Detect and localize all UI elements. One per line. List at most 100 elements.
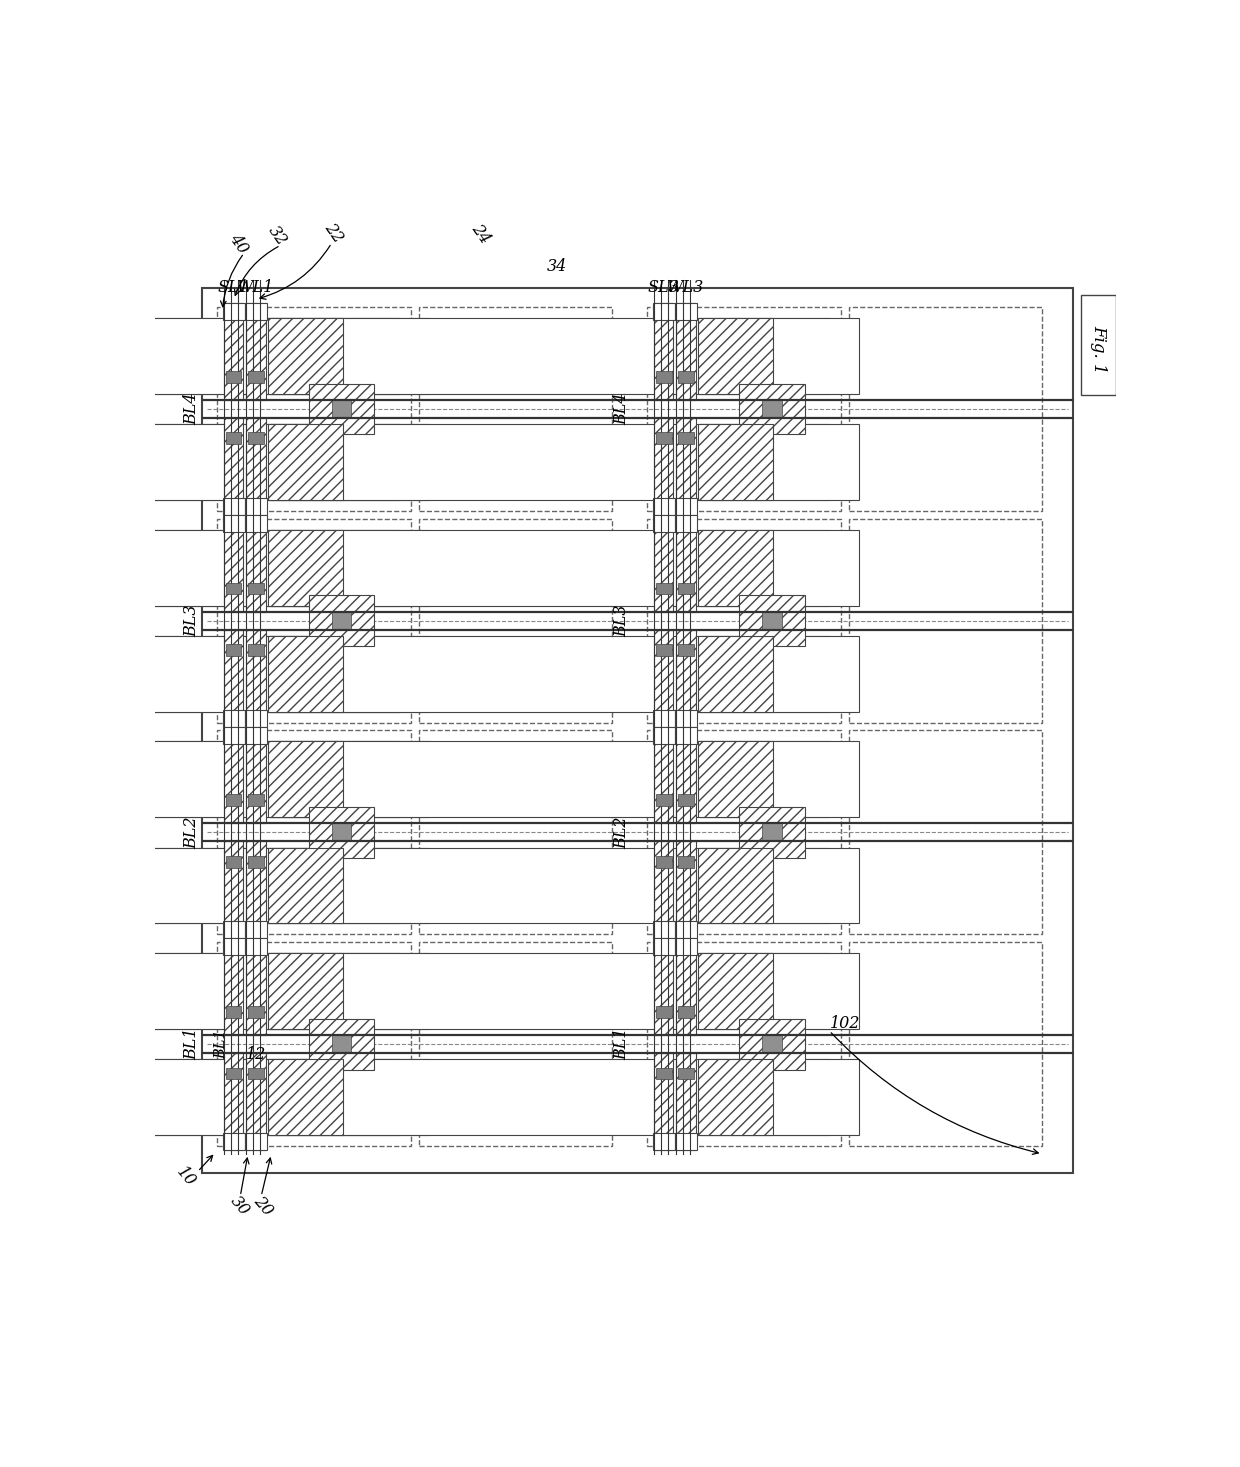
Bar [268, 1059, 343, 1135]
Bar [248, 857, 264, 867]
Text: 32: 32 [264, 223, 290, 249]
Bar [656, 433, 672, 445]
Bar [248, 644, 264, 656]
Bar [656, 1006, 672, 1018]
Bar [677, 1053, 696, 1150]
Bar [0, 424, 859, 500]
Bar [678, 371, 693, 383]
Bar [652, 497, 675, 515]
Bar [224, 939, 243, 1036]
Bar [270, 318, 399, 395]
Bar [309, 807, 374, 858]
Bar [248, 1006, 264, 1018]
Bar [248, 433, 264, 445]
Bar [701, 318, 830, 395]
Bar [244, 497, 267, 515]
Bar [739, 807, 805, 858]
Bar [675, 497, 697, 515]
Bar [268, 954, 343, 1030]
Bar [678, 582, 693, 594]
Bar [247, 842, 265, 939]
Bar [647, 731, 841, 934]
Bar [677, 629, 696, 726]
Text: BL3: BL3 [613, 604, 630, 637]
Bar [678, 857, 693, 867]
Bar [224, 515, 243, 612]
Text: BL2: BL2 [613, 816, 630, 849]
Text: BL4: BL4 [613, 393, 630, 425]
Bar [419, 942, 613, 1146]
Bar [270, 1059, 399, 1135]
Text: BL1: BL1 [613, 1028, 630, 1061]
Bar [223, 921, 246, 939]
Bar [678, 644, 693, 656]
Bar [226, 1006, 242, 1018]
Bar [701, 848, 830, 923]
Bar [331, 400, 351, 418]
Bar [201, 288, 1074, 1174]
Bar [655, 304, 673, 400]
Bar [223, 939, 246, 955]
Bar [224, 726, 243, 823]
Bar [656, 371, 672, 383]
Bar [268, 424, 343, 500]
Bar [0, 318, 859, 395]
Bar [244, 304, 267, 320]
Bar [224, 304, 243, 400]
Bar [419, 731, 613, 934]
Bar [0, 954, 429, 1030]
Bar [248, 795, 264, 805]
Bar [761, 400, 781, 418]
Bar [761, 823, 781, 841]
Bar [270, 954, 399, 1030]
Bar [226, 795, 242, 805]
Bar [270, 741, 399, 817]
Text: WL3: WL3 [667, 279, 704, 296]
Bar [677, 726, 696, 823]
Bar [0, 954, 859, 1030]
Bar [309, 596, 374, 645]
Bar [0, 1059, 859, 1135]
Bar [655, 515, 673, 612]
Bar [0, 741, 429, 817]
Bar [655, 842, 673, 939]
Bar [675, 304, 697, 320]
Bar [652, 1133, 675, 1150]
Bar [419, 519, 613, 723]
Bar [226, 644, 242, 656]
Text: BL2: BL2 [184, 816, 200, 849]
Bar [419, 307, 613, 511]
Bar [652, 939, 675, 955]
Bar [226, 582, 242, 594]
Bar [652, 710, 675, 726]
Bar [248, 371, 264, 383]
Text: SL3: SL3 [649, 279, 680, 296]
Bar [247, 726, 265, 823]
Bar [652, 921, 675, 939]
Bar [848, 731, 1043, 934]
Bar [0, 318, 429, 395]
Bar [270, 848, 399, 923]
Text: 34: 34 [547, 258, 567, 274]
Text: 20: 20 [250, 1193, 277, 1219]
Bar [0, 741, 859, 817]
Bar [652, 515, 675, 531]
Bar [224, 842, 243, 939]
Bar [268, 530, 343, 606]
Bar [656, 795, 672, 805]
Bar [247, 939, 265, 1036]
Bar [656, 644, 672, 656]
Bar [247, 515, 265, 612]
Text: 40: 40 [226, 230, 252, 257]
Bar [655, 418, 673, 515]
Text: BL1: BL1 [184, 1028, 200, 1061]
Bar [244, 710, 267, 726]
Bar [698, 741, 773, 817]
Text: SL1: SL1 [218, 279, 249, 296]
Bar [656, 582, 672, 594]
Bar [217, 519, 410, 723]
Bar [223, 304, 246, 320]
Bar [244, 726, 267, 744]
Bar [331, 612, 351, 629]
Bar [655, 939, 673, 1036]
